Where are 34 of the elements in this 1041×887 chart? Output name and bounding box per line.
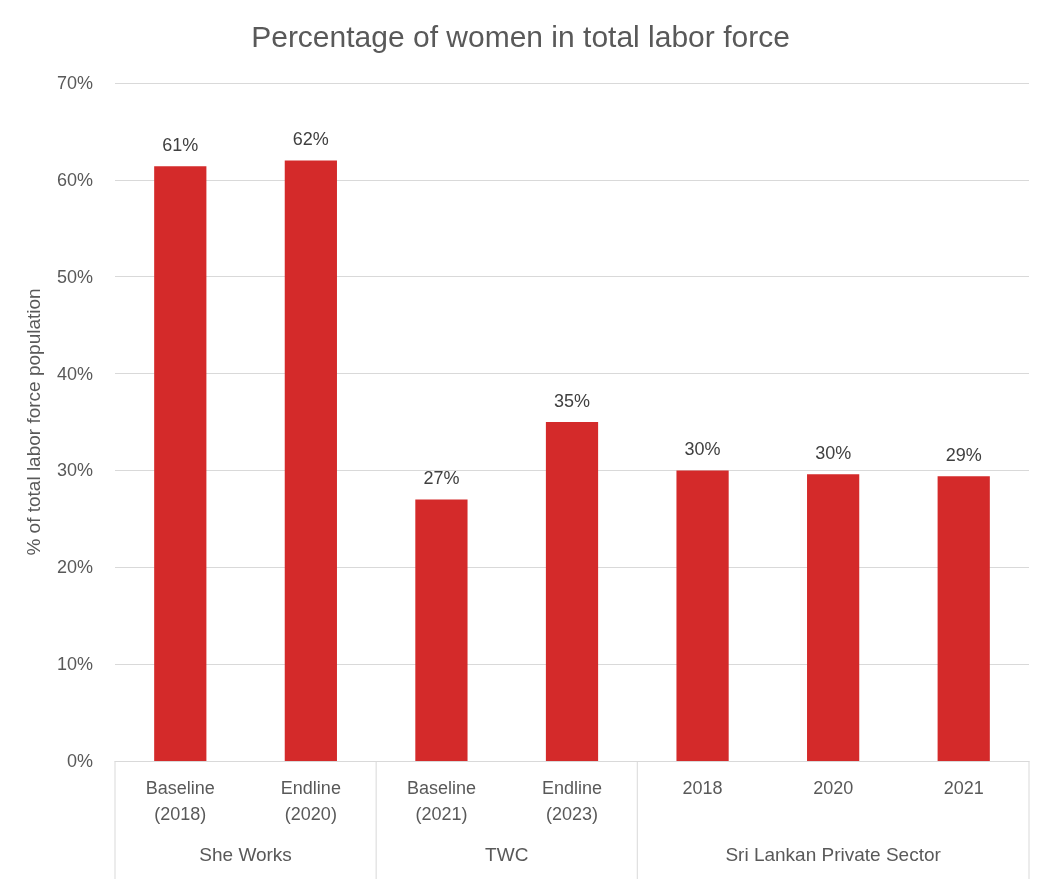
data-label: 30% [684,439,721,460]
chart-title: Percentage of women in total labor force [251,19,790,53]
x-tick-label: Baseline (2018) [145,778,215,824]
y-tick-label: 20% [56,557,93,578]
bar [545,422,599,761]
bar [676,470,729,761]
bar [284,160,337,761]
x-tick-label: Endline (2020) [280,778,341,824]
y-tick-label: 10% [56,654,93,675]
y-tick-label: 70% [56,73,93,93]
data-label: 29% [945,445,982,466]
y-tick-label: 60% [56,169,93,190]
data-label: 61% [162,135,199,156]
y-tick-label: 40% [56,363,93,384]
text: TWC [485,844,529,865]
text: Sri Lankan Private Sector [725,844,942,865]
x-tick-label: 2020 [813,778,854,798]
y-tick-label: 30% [56,460,93,481]
bar [937,476,990,761]
y-tick-label: 0% [66,751,93,771]
x-tick-label: Baseline (2021) [406,778,476,824]
data-label: 62% [292,129,329,150]
bar [807,474,860,761]
data-label: 30% [815,443,852,464]
data-label: 27% [423,468,460,489]
bar [154,166,207,761]
y-axis-title: % of total labor force population [23,288,44,556]
y-tick-label: 50% [56,266,93,287]
x-tick-label: 2021 [943,778,984,798]
text: She Works [199,844,292,865]
x-tick-label: Endline (2023) [541,778,603,824]
bar [415,499,468,761]
x-tick-label: 2018 [682,778,723,798]
data-label: 35% [553,391,591,411]
